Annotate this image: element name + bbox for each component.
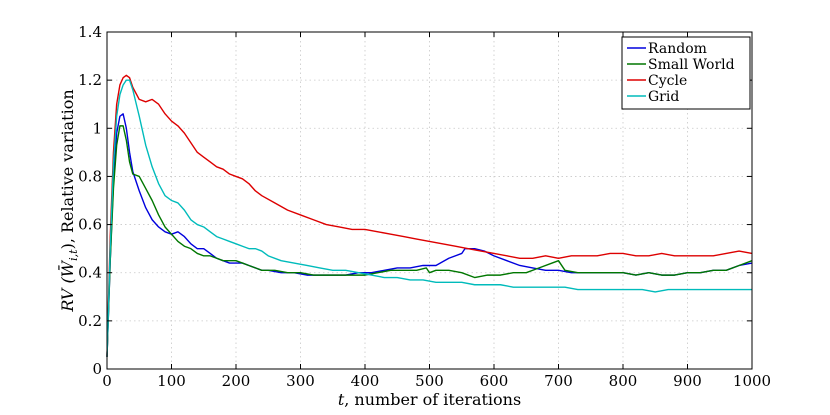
y-tick-label: 1.4: [78, 23, 102, 41]
x-tick-label: 0: [102, 372, 112, 390]
y-tick-labels: 0 0.2 0.4 0.6 0.8 1 1.2 1.4: [78, 23, 102, 378]
x-tick-label: 300: [286, 372, 315, 390]
y-tick-label: 1: [92, 119, 102, 137]
y-axis-label: RV (W̄i,t), Relative variation: [56, 89, 80, 312]
x-tick-label: 800: [609, 372, 638, 390]
legend-label-small-world: Small World: [648, 57, 735, 73]
y-tick-label: 0.8: [78, 167, 102, 185]
series-lines: [106, 74, 753, 357]
x-tick-label: 700: [544, 372, 573, 390]
x-axis-label: t, number of iterations: [338, 390, 521, 409]
x-axis-variable: t: [338, 390, 345, 409]
x-tick-label: 1000: [733, 372, 771, 390]
y-tick-label: 0.4: [78, 264, 102, 282]
series-line-cycle: [106, 74, 753, 357]
legend-label-grid: Grid: [648, 89, 679, 105]
y-axis-math: RV (W̄: [56, 259, 77, 312]
y-tick-label: 0.2: [78, 312, 102, 330]
x-tick-label: 600: [480, 372, 509, 390]
legend-box: [621, 36, 751, 110]
legend-label-cycle: Cycle: [648, 73, 687, 89]
axis-ticks: [106, 31, 753, 370]
series-line-small-world: [106, 125, 753, 357]
y-tick-label: 0.6: [78, 216, 102, 234]
x-tick-label: 200: [222, 372, 251, 390]
x-tick-labels: 0 100 200 300 400 500 600 700 800 900 1000: [102, 372, 771, 390]
x-tick-label: 100: [157, 372, 186, 390]
x-axis-text: , number of iterations: [344, 390, 521, 409]
y-tick-label: 1.2: [78, 71, 102, 89]
y-axis-text: ), Relative variation: [58, 89, 77, 249]
series-line-grid: [106, 79, 752, 357]
y-tick-label: 0: [92, 360, 102, 378]
x-tick-label: 900: [673, 372, 702, 390]
x-tick-label: 500: [415, 372, 444, 390]
y-axis-subscript: i,t: [67, 249, 80, 261]
legend-label-random: Random: [648, 41, 707, 57]
x-tick-label: 400: [351, 372, 380, 390]
